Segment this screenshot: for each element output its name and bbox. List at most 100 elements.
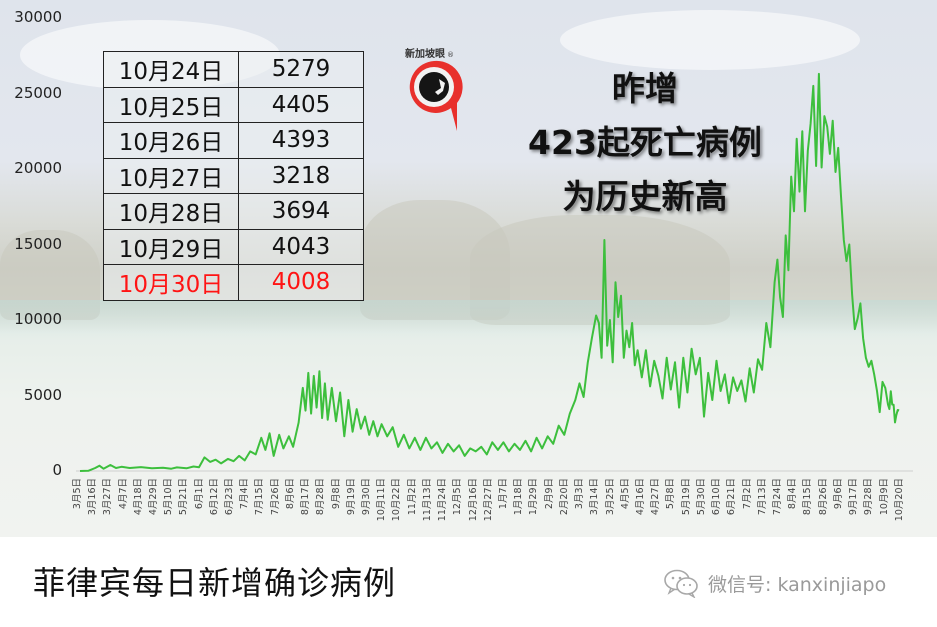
x-tick-label: 10月20日 xyxy=(893,478,905,522)
table-value-cell: 3694 xyxy=(238,193,364,230)
wechat-watermark: 微信号: kanxinjiapo xyxy=(662,568,886,598)
table-value-cell: 5279 xyxy=(238,51,364,88)
x-tick: 9月19日 xyxy=(341,478,357,537)
headline: 昨增 423起死亡病例 为历史新高 xyxy=(490,62,800,224)
x-tick-label: 6月1日 xyxy=(193,478,205,510)
x-tick: 7月2日 xyxy=(737,478,753,537)
x-tick-label: 7月15日 xyxy=(254,478,266,516)
x-tick-label: 1月18日 xyxy=(513,478,525,516)
table-date-cell: 10月25日 xyxy=(103,86,239,123)
rock-decoration xyxy=(470,215,730,325)
x-tick-label: 2月9日 xyxy=(543,478,555,510)
daily-cases-line xyxy=(79,72,900,472)
x-tick: 1月7日 xyxy=(493,478,510,537)
x-tick: 11月2日 xyxy=(402,478,418,537)
x-tick: 11月24日 xyxy=(432,478,449,537)
x-tick-label: 6月12日 xyxy=(208,478,220,516)
table-row: 10月30日 4008 xyxy=(103,264,364,301)
x-tick-label: 7月4日 xyxy=(239,478,251,510)
eye-logo-icon xyxy=(409,60,463,131)
x-tick-label: 11月24日 xyxy=(437,478,449,522)
table-date-cell: 10月26日 xyxy=(103,122,239,159)
y-tick-label: 30000 xyxy=(14,8,62,26)
x-tick-label: 12月16日 xyxy=(467,478,479,522)
y-tick-label: 25000 xyxy=(14,83,62,102)
x-tick: 8月6日 xyxy=(280,478,296,537)
x-tick: 3月25日 xyxy=(600,478,616,537)
x-tick-label: 10月11日 xyxy=(376,478,388,522)
x-tick-label: 3月25日 xyxy=(604,478,616,516)
x-tick: 5月19日 xyxy=(676,478,692,537)
x-tick: 10月11日 xyxy=(371,478,388,537)
table-row: 10月24日 5279 xyxy=(103,51,364,88)
y-tick-label: 10000 xyxy=(14,310,62,328)
x-tick-label: 12月27日 xyxy=(482,478,494,522)
x-tick-label: 3月5日 xyxy=(72,478,83,510)
x-tick: 8月28日 xyxy=(311,478,327,537)
x-tick: 12月27日 xyxy=(478,478,494,537)
x-tick: 7月24日 xyxy=(767,478,784,537)
x-tick: 5月21日 xyxy=(174,478,190,537)
x-tick-label: 4月27日 xyxy=(650,478,662,516)
x-tick: 4月18日 xyxy=(128,478,144,537)
x-tick-label: 9月19日 xyxy=(345,478,357,516)
table-date-cell: 10月30日 xyxy=(103,264,239,301)
x-tick-label: 12月5日 xyxy=(452,478,464,516)
rock-decoration xyxy=(0,230,100,320)
x-tick: 4月5日 xyxy=(615,478,631,537)
x-tick-label: 11月2日 xyxy=(406,478,418,516)
x-tick-label: 6月23日 xyxy=(224,478,236,516)
x-tick-label: 7月24日 xyxy=(772,478,784,516)
x-tick-label: 1月7日 xyxy=(498,478,510,510)
x-tick: 7月13日 xyxy=(752,478,768,537)
chart-background: 0 5000 10000 15000 20000 25000 30000 3月5日 3月16日… xyxy=(0,0,937,537)
x-tick: 1月29日 xyxy=(524,478,540,537)
table-row: 10月25日 4405 xyxy=(103,86,364,123)
x-tick-label: 2月20日 xyxy=(559,478,571,516)
x-tick-label: 6月21日 xyxy=(726,478,738,516)
x-tick: 2月20日 xyxy=(554,478,571,537)
x-tick-label: 8月26日 xyxy=(817,478,829,516)
x-tick-label: 5月30日 xyxy=(696,478,708,516)
table-value-cell: 4393 xyxy=(238,122,364,159)
x-tick: 8月17日 xyxy=(295,478,312,537)
x-tick-label: 9月28日 xyxy=(863,478,875,516)
x-tick-label: 3月27日 xyxy=(102,478,114,516)
x-tick-label: 8月4日 xyxy=(787,478,799,510)
table-value-cell: 3218 xyxy=(238,157,364,194)
x-tick-label: 4月7日 xyxy=(117,478,129,510)
x-tick-label: 8月15日 xyxy=(802,478,814,516)
table-row: 10月27日 3218 xyxy=(103,157,364,194)
x-tick-label: 7月13日 xyxy=(756,478,768,516)
x-tick: 3月5日 xyxy=(67,478,83,537)
x-tick: 3月16日 xyxy=(82,478,98,537)
x-tick-label: 8月17日 xyxy=(300,478,312,516)
x-tick: 6月12日 xyxy=(204,478,220,537)
x-tick: 3月27日 xyxy=(97,478,114,537)
cloud-decoration xyxy=(560,10,860,70)
x-tick: 9月8日 xyxy=(326,478,342,537)
y-tick-label: 5000 xyxy=(23,385,62,404)
x-tick: 3月3日 xyxy=(569,478,585,537)
x-tick: 4月29日 xyxy=(143,478,159,537)
x-tick-label: 5月19日 xyxy=(680,478,692,516)
x-tick: 3月14日 xyxy=(584,478,600,537)
x-tick: 8月26日 xyxy=(813,478,829,537)
x-tick: 2月9日 xyxy=(539,478,555,537)
x-tick-label: 5月21日 xyxy=(178,478,190,516)
x-tick-label: 9月17日 xyxy=(848,478,860,516)
x-tick: 5月8日 xyxy=(661,478,677,537)
wechat-id-text: 微信号: kanxinjiapo xyxy=(708,573,887,596)
x-tick: 10月20日 xyxy=(889,478,905,537)
x-tick: 7月26日 xyxy=(265,478,281,537)
x-tick-label: 7月26日 xyxy=(269,478,281,516)
headline-line-1: 昨增 xyxy=(612,69,678,108)
table-date-cell: 10月29日 xyxy=(103,228,239,265)
x-tick: 9月28日 xyxy=(858,478,875,537)
x-tick-label: 4月18日 xyxy=(132,478,144,516)
table-row: 10月29日 4043 xyxy=(103,228,364,265)
x-tick: 1月18日 xyxy=(508,478,525,537)
line-chart xyxy=(76,72,913,472)
y-tick-label: 15000 xyxy=(14,234,62,253)
x-tick: 10月9日 xyxy=(874,478,890,537)
